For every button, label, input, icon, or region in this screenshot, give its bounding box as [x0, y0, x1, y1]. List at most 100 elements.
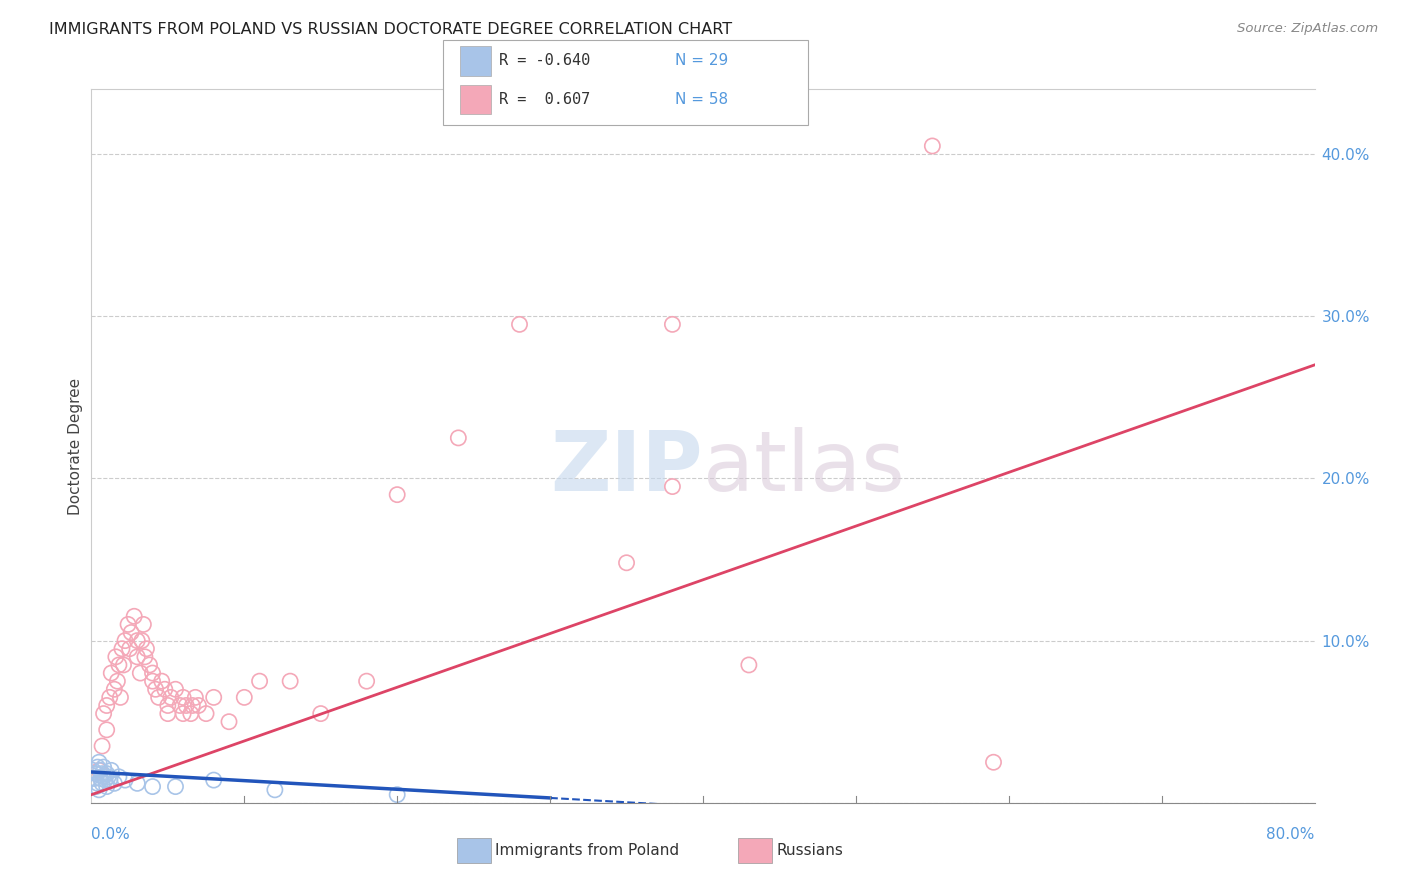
- Point: [103, 682, 125, 697]
- Point: [195, 706, 218, 721]
- Point: [87, 764, 110, 778]
- Text: N = 58: N = 58: [675, 92, 728, 106]
- Point: [105, 674, 128, 689]
- Point: [132, 617, 155, 632]
- Point: [202, 773, 225, 788]
- Point: [156, 706, 179, 721]
- Point: [169, 698, 191, 713]
- Point: [127, 776, 149, 790]
- Point: [218, 714, 240, 729]
- Point: [87, 782, 110, 797]
- Point: [108, 657, 131, 672]
- Point: [90, 764, 112, 778]
- Text: Source: ZipAtlas.com: Source: ZipAtlas.com: [1237, 22, 1378, 36]
- Point: [145, 682, 167, 697]
- Point: [86, 760, 108, 774]
- Point: [278, 674, 301, 689]
- Point: [93, 706, 115, 721]
- Point: [172, 706, 194, 721]
- Point: [738, 657, 761, 672]
- Point: [134, 649, 156, 664]
- Point: [141, 666, 163, 681]
- Text: R =  0.607: R = 0.607: [499, 92, 591, 106]
- Point: [187, 698, 209, 713]
- Point: [141, 780, 163, 794]
- Point: [122, 609, 145, 624]
- Point: [100, 666, 122, 681]
- Point: [98, 773, 121, 788]
- Point: [141, 674, 163, 689]
- Point: [356, 674, 378, 689]
- Point: [120, 625, 142, 640]
- Point: [153, 682, 176, 697]
- Point: [86, 776, 108, 790]
- Point: [93, 760, 115, 774]
- Point: [509, 318, 531, 332]
- Point: [165, 682, 187, 697]
- Point: [150, 674, 173, 689]
- Text: IMMIGRANTS FROM POLAND VS RUSSIAN DOCTORATE DEGREE CORRELATION CHART: IMMIGRANTS FROM POLAND VS RUSSIAN DOCTOR…: [49, 22, 733, 37]
- Point: [83, 772, 105, 786]
- Point: [921, 139, 943, 153]
- Point: [87, 756, 110, 770]
- Point: [98, 690, 121, 705]
- Point: [616, 556, 638, 570]
- Point: [96, 698, 118, 713]
- Point: [129, 666, 152, 681]
- Point: [661, 318, 683, 332]
- Text: 80.0%: 80.0%: [1267, 827, 1315, 841]
- Point: [983, 756, 1005, 770]
- Point: [165, 780, 187, 794]
- Point: [84, 766, 107, 780]
- Point: [96, 723, 118, 737]
- Text: N = 29: N = 29: [675, 54, 728, 68]
- Point: [127, 633, 149, 648]
- Point: [172, 690, 194, 705]
- Text: Immigrants from Poland: Immigrants from Poland: [495, 844, 679, 858]
- Text: R = -0.640: R = -0.640: [499, 54, 591, 68]
- Point: [97, 770, 120, 784]
- Point: [138, 657, 160, 672]
- Point: [100, 764, 122, 778]
- Point: [111, 641, 134, 656]
- Point: [174, 698, 197, 713]
- Point: [180, 706, 202, 721]
- Point: [233, 690, 256, 705]
- Point: [96, 780, 118, 794]
- Point: [184, 690, 207, 705]
- Point: [156, 698, 179, 713]
- Point: [117, 617, 139, 632]
- Point: [135, 641, 157, 656]
- Text: 0.0%: 0.0%: [91, 827, 131, 841]
- Point: [202, 690, 225, 705]
- Point: [112, 657, 135, 672]
- Point: [114, 773, 136, 788]
- Point: [160, 690, 183, 705]
- Point: [661, 479, 683, 493]
- Point: [108, 770, 131, 784]
- Point: [447, 431, 470, 445]
- Point: [114, 633, 136, 648]
- Point: [84, 780, 107, 794]
- Point: [94, 773, 117, 788]
- Point: [181, 698, 204, 713]
- Point: [90, 772, 112, 786]
- Point: [110, 690, 132, 705]
- Text: atlas: atlas: [703, 427, 904, 508]
- Point: [96, 766, 118, 780]
- Point: [131, 633, 153, 648]
- Point: [104, 649, 127, 664]
- Point: [249, 674, 271, 689]
- Point: [91, 776, 114, 790]
- Point: [385, 788, 409, 802]
- Text: Russians: Russians: [776, 844, 844, 858]
- Point: [118, 641, 141, 656]
- Point: [91, 739, 114, 753]
- Text: ZIP: ZIP: [551, 427, 703, 508]
- Point: [93, 770, 115, 784]
- Point: [385, 488, 409, 502]
- Y-axis label: Doctorate Degree: Doctorate Degree: [67, 377, 83, 515]
- Point: [82, 764, 104, 778]
- Point: [148, 690, 170, 705]
- Point: [91, 766, 114, 780]
